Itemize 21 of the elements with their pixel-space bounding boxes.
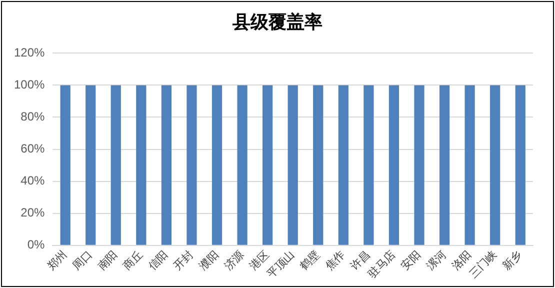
x-tick-label: 周口 (70, 248, 95, 273)
y-tick-label: 60% (20, 142, 46, 156)
x-tick-label: 郑州 (44, 248, 70, 273)
y-tick-label: 40% (20, 174, 46, 188)
x-tick-label: 安阳 (398, 248, 424, 273)
x-tick-label: 南阳 (95, 248, 120, 273)
x-tick-label: 信阳 (146, 248, 171, 273)
chart-title: 县级覆盖率 (232, 11, 324, 34)
x-tick-label: 开封 (171, 248, 196, 273)
x-tick-label: 新乡 (500, 248, 525, 273)
x-tick-label: 濮阳 (196, 248, 222, 273)
y-tick-label: 80% (20, 110, 46, 124)
x-tick-label: 鹤壁 (298, 248, 322, 273)
x-tick-label: 漯河 (424, 248, 449, 273)
x-tick-label: 济源 (222, 248, 246, 273)
x-tick-label: 焦作 (322, 248, 348, 273)
y-tick-label: 100% (14, 78, 46, 92)
x-tick-label: 商丘 (120, 248, 146, 273)
y-tick-label: 20% (20, 206, 46, 220)
y-tick-label: 0% (27, 238, 46, 252)
y-tick-label: 120% (14, 46, 46, 60)
